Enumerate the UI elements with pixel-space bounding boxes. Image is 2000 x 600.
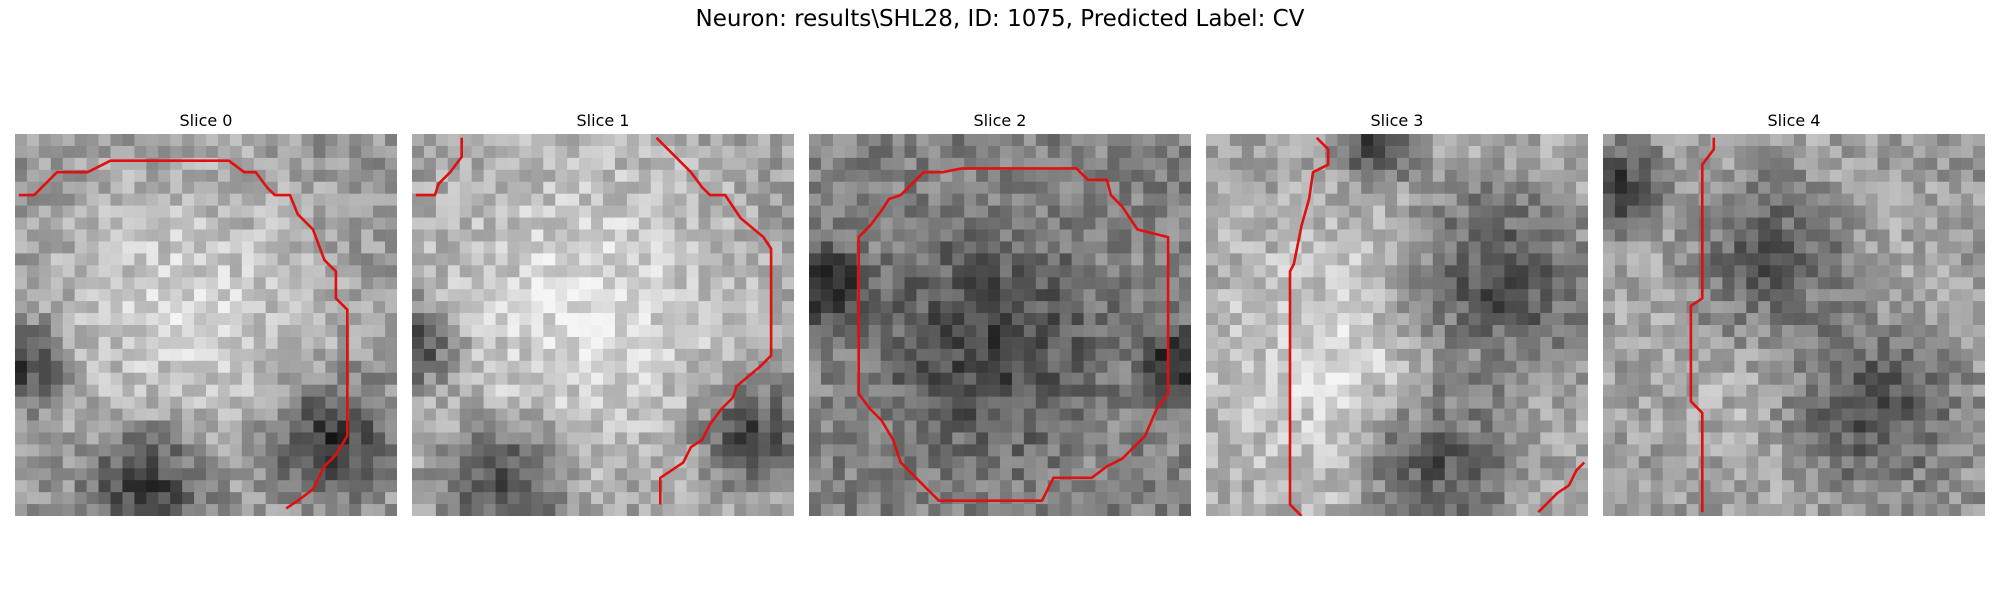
slice-image-4 [1603,134,1985,516]
pixel-grid [1603,134,1985,516]
slice-canvas-2 [809,134,1191,516]
pixel-grid [1206,134,1588,516]
contour-line-0 [18,159,349,510]
slice-canvas-1 [412,134,794,516]
slice-panel-0: Slice 0 [15,108,397,516]
slice-title-2: Slice 2 [973,111,1027,130]
figure-title: Neuron: results\SHL28, ID: 1075, Predict… [695,6,1305,32]
slice-canvas-3 [1206,134,1588,516]
contour-line-0 [1689,137,1716,513]
slice-image-1 [412,134,794,516]
slice-title-3: Slice 3 [1370,111,1424,130]
slice-image-0 [15,134,397,516]
slice-title-0: Slice 0 [179,111,233,130]
contour-line-1 [655,136,773,505]
slice-panel-2: Slice 2 [809,108,1191,516]
pixel-grid [809,134,1191,516]
pixel-grid [412,134,794,516]
contour-line-1 [1537,461,1586,514]
slice-title-1: Slice 1 [576,111,630,130]
contour-line-0 [1288,136,1330,516]
slice-panel-4: Slice 4 [1603,108,1985,516]
slice-panel-1: Slice 1 [412,108,794,516]
slice-image-2 [809,134,1191,516]
slice-canvas-4 [1603,134,1985,516]
contour-line-0 [415,137,464,197]
contour-line-0 [857,167,1170,503]
slice-canvas-0 [15,134,397,516]
slice-title-4: Slice 4 [1767,111,1821,130]
slice-panel-3: Slice 3 [1206,108,1588,516]
pixel-grid [15,134,397,516]
slice-image-3 [1206,134,1588,516]
